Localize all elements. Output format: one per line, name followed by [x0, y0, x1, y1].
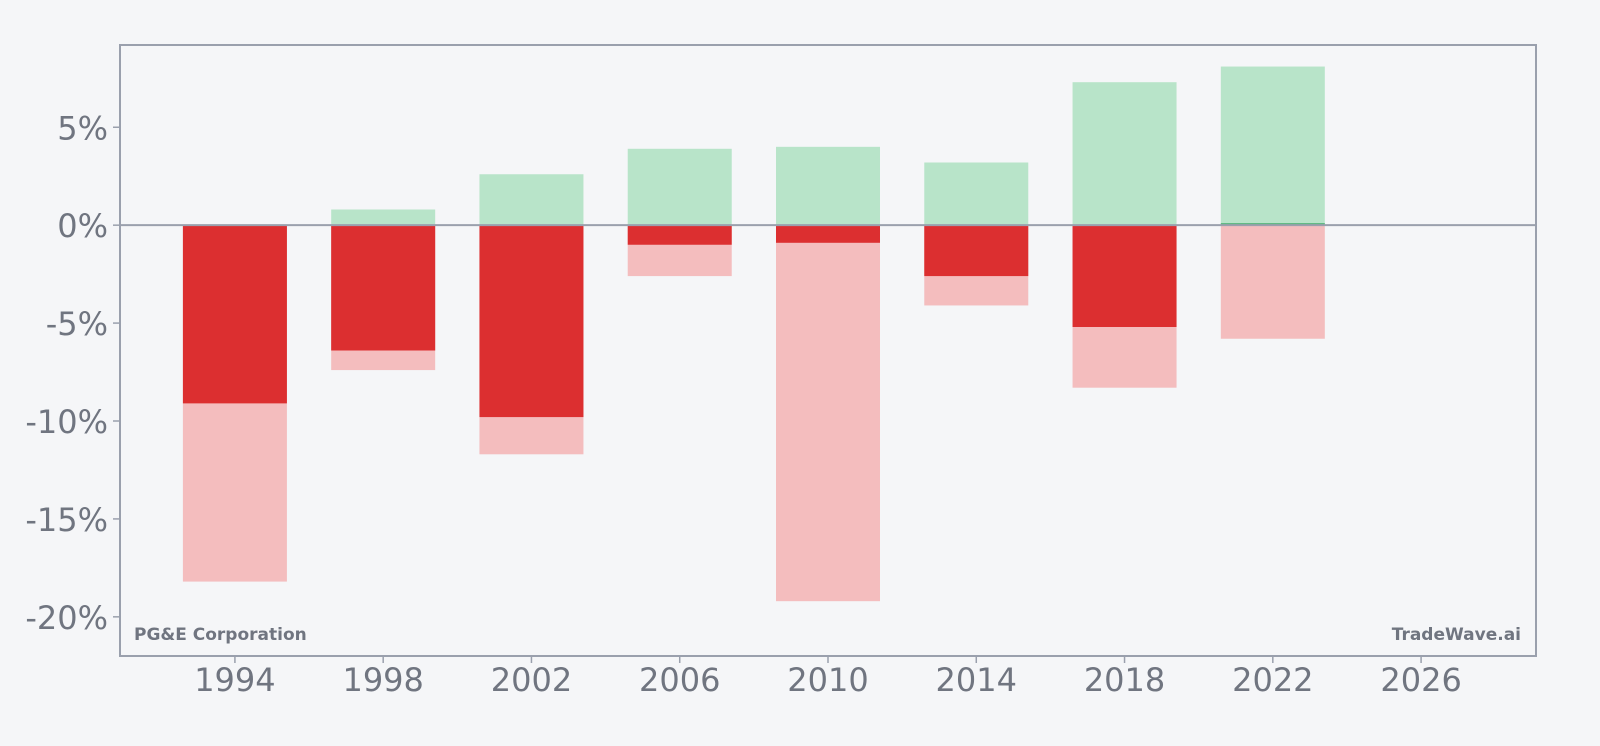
- company-label: PG&E Corporation: [134, 625, 307, 645]
- y-tick-label: 0%: [57, 207, 108, 245]
- bars-group: [182, 66, 1325, 602]
- bar-dark-2014: [924, 225, 1029, 277]
- x-tick-label: 2002: [491, 661, 572, 699]
- x-axis: 1994 1998 2002 2006 2010 2014 2018 2022 2026: [194, 656, 1462, 699]
- x-tick-label: 2006: [639, 661, 720, 699]
- bar-positive-2010: [776, 146, 880, 226]
- bar-dark-2010: [776, 225, 880, 243]
- bar-positive-2002: [479, 174, 584, 226]
- x-tick-label: 2014: [936, 661, 1017, 699]
- bar-dark-1998: [331, 225, 436, 351]
- bar-positive-2014: [924, 162, 1029, 226]
- y-tick-label: -15%: [25, 501, 108, 539]
- y-axis: 5% 0% -5% -10% -15% -20%: [25, 109, 120, 637]
- x-tick-label: 2026: [1380, 661, 1461, 699]
- bar-positive-1998: [331, 209, 436, 226]
- y-tick-label: 5%: [57, 109, 108, 147]
- y-tick-label: -20%: [25, 599, 108, 637]
- bar-positive-2022: [1220, 66, 1325, 226]
- brand-label: TradeWave.ai: [1392, 625, 1521, 645]
- y-tick-label: -5%: [46, 305, 108, 343]
- x-tick-label: 2010: [787, 661, 868, 699]
- bar-dark-2018: [1072, 225, 1177, 327]
- bar-positive-2006: [627, 148, 732, 226]
- x-tick-label: 1998: [342, 661, 423, 699]
- bar-light-2022: [1220, 225, 1325, 339]
- x-tick-label: 2018: [1084, 661, 1165, 699]
- bar-positive-2018: [1072, 82, 1177, 226]
- bar-dark-1994: [182, 225, 287, 404]
- y-tick-label: -10%: [25, 403, 108, 441]
- bar-dark-2002: [479, 225, 584, 418]
- x-tick-label: 1994: [194, 661, 275, 699]
- bar-dark-2006: [627, 225, 732, 245]
- bar-light-2010: [776, 225, 880, 602]
- x-tick-label: 2022: [1232, 661, 1313, 699]
